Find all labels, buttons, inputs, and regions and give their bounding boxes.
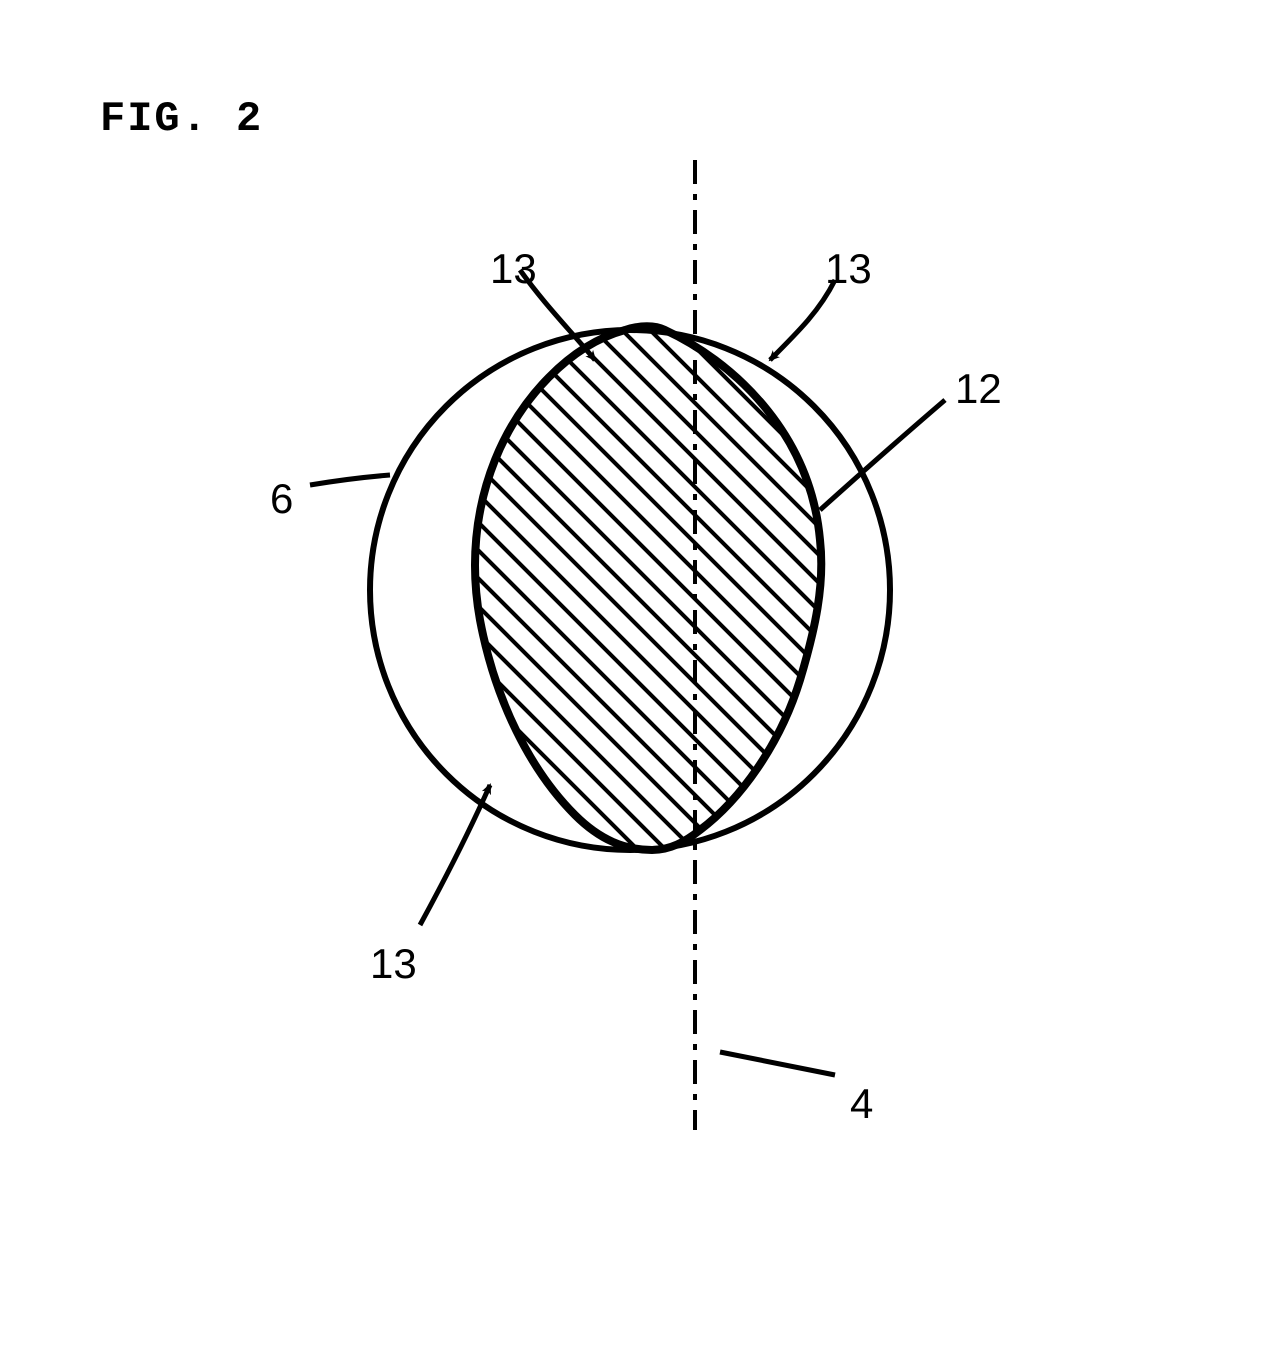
label-6: 6 — [270, 475, 293, 523]
label-13-bottom: 13 — [370, 940, 417, 988]
label-13-top-left: 13 — [490, 245, 537, 293]
leader-lead-12 — [820, 400, 945, 510]
label-13-top-right: 13 — [825, 245, 872, 293]
leader-lead-13-b — [420, 785, 490, 925]
label-4: 4 — [850, 1080, 873, 1128]
hatch-fill — [0, 0, 1279, 1346]
label-12: 12 — [955, 365, 1002, 413]
leader-lead-6 — [310, 475, 390, 485]
leader-lead-4 — [720, 1052, 835, 1075]
figure-diagram — [0, 0, 1279, 1346]
figure-title: FIG. 2 — [100, 95, 263, 143]
